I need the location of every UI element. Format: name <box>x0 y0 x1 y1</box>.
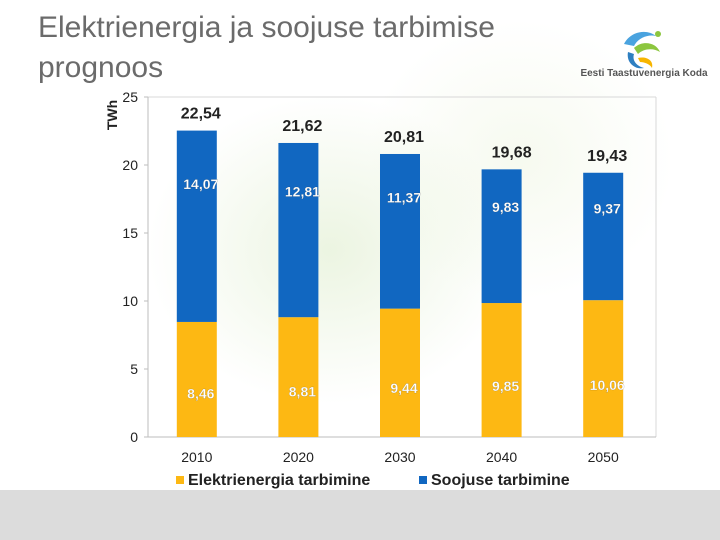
y-tick-label: 15 <box>122 225 138 241</box>
total-label: 21,62 <box>282 118 322 135</box>
data-label-electricity: 8,81 <box>289 383 316 399</box>
bar-electricity-2030 <box>380 308 420 437</box>
data-label-heat: 12,81 <box>285 184 320 200</box>
total-label: 19,43 <box>587 148 627 165</box>
data-label-electricity: 9,44 <box>390 380 417 396</box>
bar-heat-2050 <box>583 172 624 301</box>
logo-text: Eesti Taastuvenergia Koda <box>580 68 708 79</box>
y-tick-label: 0 <box>130 429 138 445</box>
legend-swatch-electricity <box>176 476 184 484</box>
slide-title-line2: prognoos <box>38 51 164 84</box>
total-label: 20,81 <box>384 129 424 146</box>
swirl-logo-icon <box>624 31 661 69</box>
x-tick-label: 2040 <box>486 449 517 465</box>
data-label-heat: 11,37 <box>387 189 421 205</box>
y-tick-label: 20 <box>122 157 138 173</box>
legend-label-electricity: Elektrienergia tarbimine <box>188 472 370 489</box>
data-label-heat: 14,07 <box>183 176 218 192</box>
slide-title-line1: Elektrienergia ja soojuse tarbimise <box>38 11 495 44</box>
bar-heat-2010 <box>176 130 217 322</box>
y-tick-label: 25 <box>122 89 138 105</box>
bar-electricity-2040 <box>481 303 522 437</box>
y-tick-label: 5 <box>130 361 138 377</box>
data-label-heat: 9,37 <box>594 200 621 216</box>
total-label: 19,68 <box>492 144 532 161</box>
footer-bar <box>0 490 720 540</box>
data-label-electricity: 8,46 <box>187 385 214 401</box>
legend-swatch-heat <box>419 476 427 484</box>
data-label-electricity: 10,06 <box>590 377 625 393</box>
bar-electricity-2020 <box>278 317 319 437</box>
bar-electricity-2010 <box>176 321 217 437</box>
bar-heat-2030 <box>380 153 420 309</box>
y-tick-label: 10 <box>122 293 138 309</box>
data-label-electricity: 9,85 <box>492 378 519 394</box>
legend-label-heat: Soojuse tarbimine <box>431 472 570 489</box>
x-tick-label: 2050 <box>588 449 619 465</box>
bar-electricity-2050 <box>583 300 624 437</box>
x-tick-label: 2020 <box>283 449 314 465</box>
x-tick-label: 2010 <box>181 449 212 465</box>
bar-heat-2040 <box>481 169 522 304</box>
slide-title: Elektrienergia ja soojuse tarbimise prog… <box>38 8 578 88</box>
y-axis-label: TWh <box>104 100 120 130</box>
x-tick-label: 2030 <box>384 449 415 465</box>
bar-heat-2020 <box>278 142 319 318</box>
total-label: 22,54 <box>181 105 221 122</box>
data-label-heat: 9,83 <box>492 199 519 215</box>
